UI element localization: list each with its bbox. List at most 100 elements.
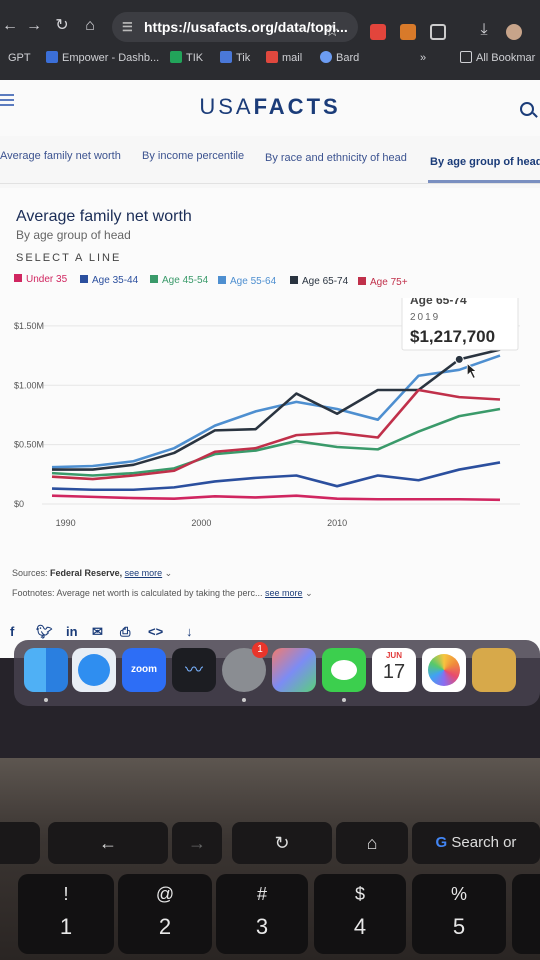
extension-icon[interactable] (370, 24, 386, 40)
legend-item[interactable]: Age 35-44 (80, 274, 139, 286)
home-icon[interactable]: ⌂ (85, 17, 95, 34)
sources-see-more-link[interactable]: see more (124, 568, 163, 578)
legend-swatch (358, 276, 366, 285)
chart-legend: Under 35 Age 35-44 Age 45-54 Age 55-64 Age 6… (14, 274, 534, 290)
touch-bar: ← → ↻ ⌂ G Search or (0, 812, 540, 872)
activity-monitor-icon[interactable]: 〰 (172, 648, 216, 692)
legend-item[interactable]: Age 75+ (358, 276, 408, 288)
touchbar-back-icon[interactable]: ← (48, 822, 168, 864)
legend-item[interactable]: Age 65-74 (290, 276, 348, 287)
y-tick-label: $1.00M (14, 380, 44, 390)
bookmark-item[interactable]: Tik (220, 50, 250, 66)
site-settings-icon[interactable]: ☰ (122, 20, 133, 34)
forward-icon[interactable]: → (26, 17, 42, 34)
extensions-puzzle-icon[interactable] (430, 24, 446, 40)
menu-icon[interactable] (0, 94, 16, 108)
legend-item[interactable]: Age 55-64 (218, 275, 276, 287)
legend-swatch (218, 275, 226, 284)
touchbar-key[interactable] (0, 822, 40, 864)
linkedin-icon[interactable]: in (66, 624, 78, 639)
search-icon[interactable] (520, 102, 534, 116)
zoom-icon[interactable]: zoom (122, 648, 166, 692)
series-line[interactable] (52, 348, 501, 471)
twitter-icon[interactable]: 🐦︎ (36, 624, 53, 639)
legend-label: Under 35 (26, 274, 68, 285)
touchbar-home-icon[interactable]: ⌂ (336, 822, 408, 864)
download-icon[interactable]: ⤓ (480, 21, 488, 38)
chevron-down-icon[interactable]: ⌄ (164, 568, 173, 578)
notification-badge: 1 (252, 642, 268, 658)
back-icon[interactable]: ← (2, 17, 18, 34)
bookmarks-bar: GPT Empower - Dashb... TIK Tik mail Bard… (0, 46, 540, 72)
bookmark-item[interactable]: mail (266, 50, 302, 66)
system-settings-icon[interactable]: 1 (222, 642, 268, 692)
address-bar[interactable]: ☰ https://usafacts.org/data/topi... (112, 12, 358, 42)
gmail-icon (266, 51, 278, 63)
facebook-icon[interactable]: f (10, 624, 15, 639)
legend-label: Age 65-74 (302, 276, 349, 287)
data-point-highlight[interactable] (454, 354, 464, 364)
legend-swatch (290, 276, 298, 284)
key-1[interactable]: ! 1 (18, 874, 114, 954)
legend-swatch (80, 274, 88, 283)
plus-icon (170, 51, 182, 63)
launchpad-icon[interactable] (272, 648, 316, 692)
series-line[interactable] (51, 388, 501, 481)
share-row: f 🐦︎ in ✉ ⎙ <> ↓ (10, 624, 230, 644)
messages-icon[interactable] (322, 648, 366, 692)
legend-item[interactable]: Age 45-54 (150, 275, 208, 286)
series-line[interactable] (51, 494, 501, 502)
bookmark-item[interactable]: GPT (8, 52, 31, 64)
tooltip-series: Age 65-74 (410, 298, 467, 307)
finder-icon[interactable] (24, 648, 68, 692)
legend-swatch (150, 275, 158, 283)
touchbar-reload-icon[interactable]: ↻ (232, 822, 332, 864)
key-4[interactable]: $4 (314, 874, 406, 954)
key-2[interactable]: @2 (118, 874, 212, 954)
photos-icon[interactable] (422, 648, 466, 692)
chevron-down-icon[interactable]: ⌄ (305, 588, 313, 598)
calendar-month: JUN (385, 651, 402, 660)
download-icon[interactable]: ↓ (186, 624, 193, 639)
bookmark-item[interactable]: TIK (170, 50, 203, 66)
footnotes-see-more-link[interactable]: see more (265, 588, 303, 598)
macos-dock: zoom 〰 1 JUN 17 (14, 640, 540, 706)
legend-label: Age 35-44 (92, 274, 139, 286)
y-tick-label: $0.50M (14, 440, 44, 450)
bookmark-item[interactable]: Bard (320, 50, 359, 66)
embed-icon[interactable]: <> (148, 624, 164, 639)
running-indicator (44, 698, 48, 702)
profile-avatar[interactable] (506, 24, 522, 40)
reload-icon[interactable]: ↻ (55, 17, 69, 34)
series-line[interactable] (51, 407, 501, 477)
key-6[interactable] (512, 874, 540, 954)
key-5[interactable]: % 5 (412, 874, 506, 954)
email-icon[interactable]: ✉ (92, 624, 103, 639)
chart-subtitle: By age group of head (16, 228, 131, 242)
bookmarks-overflow-icon[interactable]: » (420, 52, 427, 64)
tab-by-income-percentile[interactable]: By income percentile (142, 150, 245, 162)
series-line[interactable] (51, 461, 501, 492)
site-logo[interactable]: USAFACTS (199, 94, 341, 119)
chart-tabs: Average family net worth By income perce… (0, 142, 540, 184)
tab-by-race-ethnicity[interactable]: By race and ethnicity of head (265, 152, 407, 164)
extension-icon[interactable] (400, 24, 416, 40)
series-line[interactable] (51, 354, 501, 469)
calendar-icon[interactable]: JUN 17 (372, 648, 416, 692)
chart-title: Average family net worth (16, 208, 192, 225)
touchbar-search[interactable]: G Search or (412, 822, 540, 864)
tab-by-age-group[interactable]: By age group of head (430, 156, 540, 168)
bookmark-item[interactable]: Empower - Dashb... (46, 50, 159, 66)
tab-average-family-net-worth[interactable]: Average family net worth (0, 150, 121, 162)
touchbar-forward-icon[interactable]: → (172, 822, 222, 864)
bookmark-star-icon[interactable]: ☆ (325, 23, 340, 40)
safari-icon[interactable] (72, 648, 116, 692)
legend-item[interactable]: Under 35 (14, 274, 67, 285)
print-icon[interactable]: ⎙ (120, 624, 131, 639)
tooltip-year: 2019 (410, 312, 440, 323)
bard-icon (320, 51, 332, 63)
app-icon[interactable] (472, 648, 516, 692)
key-3[interactable]: #3 (216, 874, 308, 954)
bookmark-item[interactable]: All Bookmar (460, 50, 535, 66)
